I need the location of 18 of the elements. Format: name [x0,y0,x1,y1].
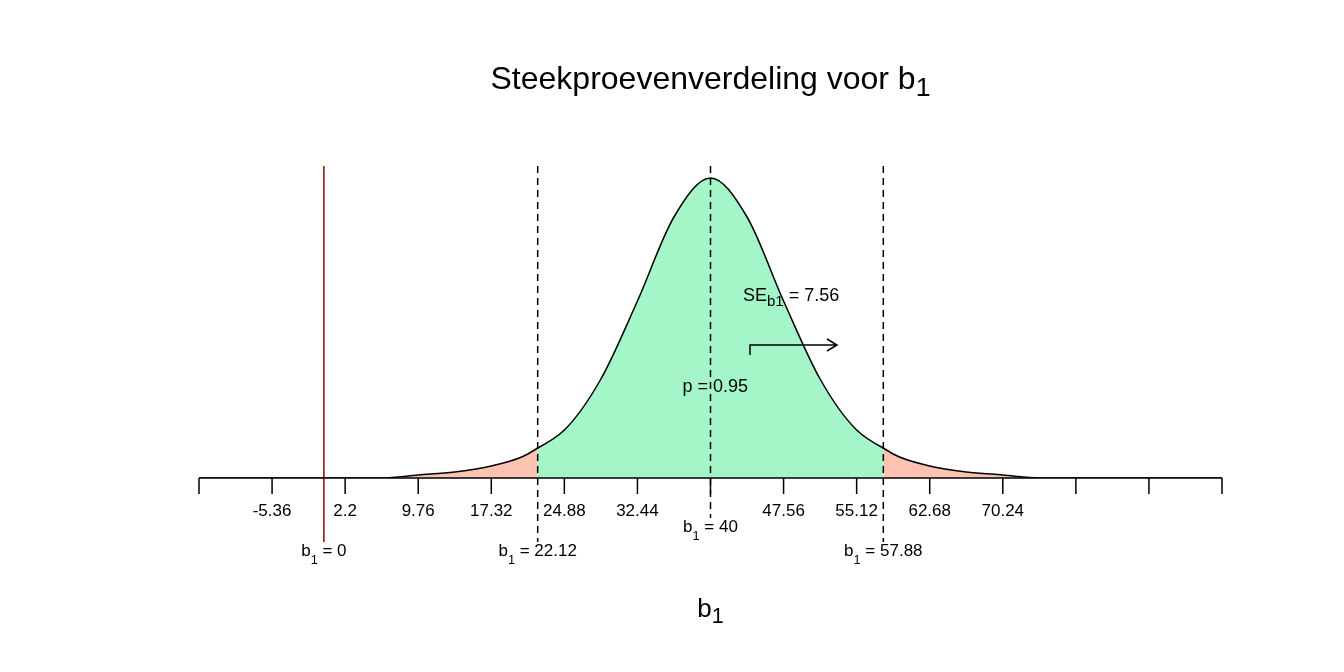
x-tick-label: -5.36 [252,501,292,520]
x-tick-label: 70.24 [981,501,1025,520]
x-tick-label: 17.32 [470,501,513,520]
ref-line-label: b$_{1}$ = 22.12 [498,541,577,567]
x-tick-label: 47.56 [762,501,805,520]
ref-line-label: b$_{1}$ = 57.88 [844,541,923,567]
x-tick-label: 24.88 [543,501,586,520]
x-tick-label: 9.76 [401,501,435,520]
ref-line-label: b$_{1}$ = 40 [683,517,738,543]
x-tick-label: 62.68 [908,501,951,520]
annotation: SE$_{b1}$ = 7.56 [743,285,841,309]
chart-title: Steekproevenverdeling voor b$_{1}$ [489,60,932,104]
x-tick-label: 2.2 [333,501,357,520]
annotation: p = 0.95 [681,376,748,397]
x-tick-label: 55.12 [835,501,878,520]
x-tick-label: 32.44 [616,501,659,520]
x-axis-title: b$_{1}$ [696,593,725,630]
ref-line-label: b$_{1}$ = 0 [301,541,347,567]
